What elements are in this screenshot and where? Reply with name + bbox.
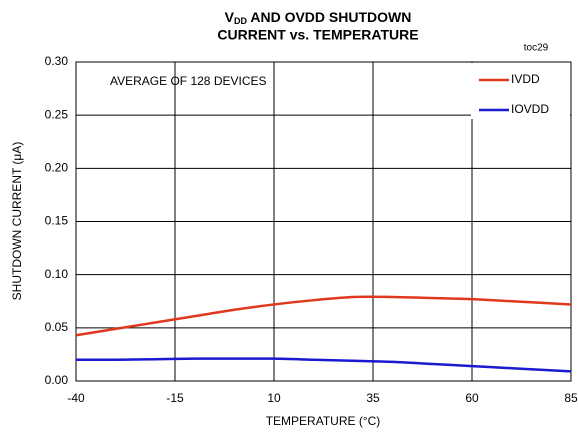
chart-title: VDD AND OVDD SHUTDOWN (225, 9, 412, 27)
x-tick-label: 60 (465, 391, 479, 405)
x-tick-label: 35 (366, 391, 380, 405)
x-tick-label: 10 (267, 391, 281, 405)
legend-label: IOVDD (511, 102, 549, 116)
x-tick-label: -40 (67, 391, 85, 405)
x-axis-label: TEMPERATURE (°C) (266, 414, 381, 428)
y-axis-label: SHUTDOWN CURRENT (μA) (10, 142, 24, 301)
y-tick-label: 0.15 (45, 214, 69, 228)
plot-frame (75, 61, 572, 382)
y-tick-label: 0.20 (45, 161, 69, 175)
y-tick-label: 0.30 (45, 54, 69, 68)
chart-title-line2: CURRENT vs. TEMPERATURE (217, 27, 418, 43)
figure-code: toc29 (524, 43, 549, 54)
annotation: AVERAGE OF 128 DEVICES (110, 74, 267, 88)
title-subscript: DD (234, 16, 247, 26)
y-tick-label: 0.10 (45, 267, 69, 281)
title-rest: AND OVDD SHUTDOWN (247, 9, 411, 25)
x-tick-label: -15 (166, 391, 184, 405)
x-tick-label: 85 (564, 391, 578, 405)
series-line (75, 295, 572, 337)
y-tick-label: 0.00 (45, 373, 69, 387)
series-line (75, 357, 572, 373)
y-tick-label: 0.25 (45, 107, 69, 121)
title-base: V (225, 9, 235, 25)
legend-label: IVDD (511, 72, 540, 86)
y-tick-label: 0.05 (45, 320, 69, 334)
